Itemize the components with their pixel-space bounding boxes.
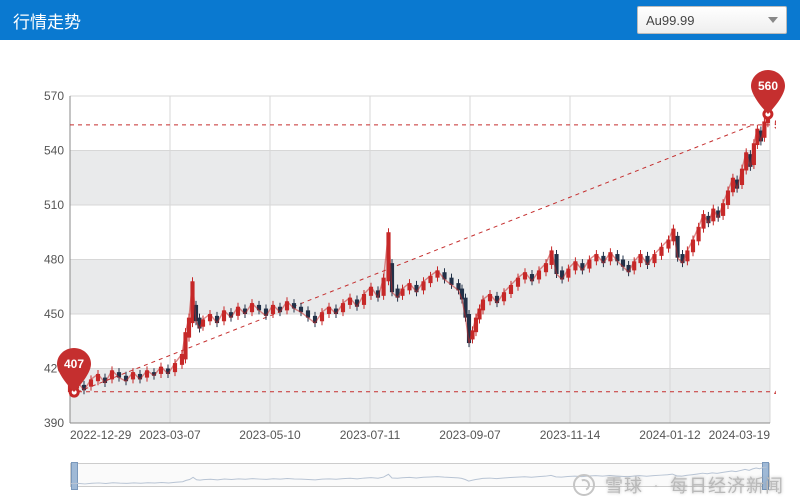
svg-text:2023-09-07: 2023-09-07 [439, 428, 501, 442]
chart-container: 390 420 450 480 510 540 570 2022-12-29 2023-03-0… [24, 88, 776, 453]
svg-text:2023-07-11: 2023-07-11 [340, 428, 401, 442]
svg-text:2022-12-29: 2022-12-29 [70, 428, 132, 442]
page-title: 行情走势 [13, 8, 81, 33]
svg-text:450: 450 [44, 307, 64, 321]
svg-text:390: 390 [44, 416, 64, 430]
symbol-select-value: Au99.99 [646, 13, 694, 28]
svg-text:2023-11-14: 2023-11-14 [540, 428, 601, 442]
svg-text:480: 480 [44, 253, 64, 267]
svg-text:540: 540 [44, 144, 64, 158]
svg-text:2023-03-07: 2023-03-07 [139, 428, 201, 442]
chevron-down-icon [768, 17, 778, 23]
header-bar: 行情走势 Au99.99 [0, 0, 800, 40]
svg-text:570: 570 [44, 89, 64, 103]
ref-line-label: 554.11 [774, 118, 776, 132]
watermark: 雪球 · 每日经济新闻 [573, 472, 784, 498]
svg-text:2024-03-19: 2024-03-19 [709, 428, 771, 442]
svg-text:510: 510 [44, 198, 64, 212]
svg-text:420: 420 [44, 362, 64, 376]
price-chart: 390 420 450 480 510 540 570 2022-12-29 2023-03-0… [24, 88, 776, 453]
watermark-source: 每日经济新闻 [670, 472, 784, 498]
svg-text:2024-01-12: 2024-01-12 [639, 428, 701, 442]
svg-text:2023-05-10: 2023-05-10 [239, 428, 301, 442]
ref-line-label: 407.19 [774, 385, 776, 399]
watermark-brand: 雪球 [605, 472, 643, 498]
snowball-logo-icon [573, 474, 595, 496]
symbol-select[interactable]: Au99.99 [637, 6, 787, 34]
